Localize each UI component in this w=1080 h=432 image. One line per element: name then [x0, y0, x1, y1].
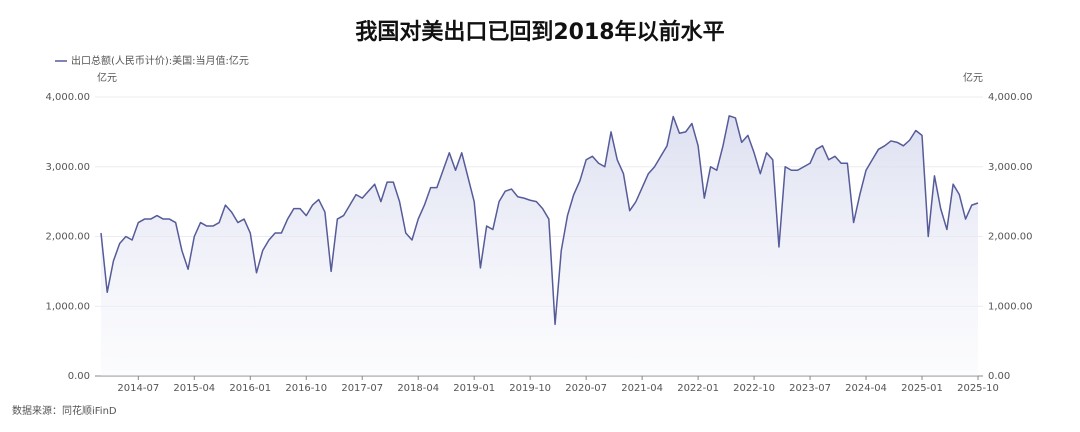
line	[100, 115, 979, 326]
x-tick-label: 2019-10	[509, 383, 551, 394]
y-tick-label: 1,000.00	[45, 301, 90, 312]
x-tick-label: 2018-04	[397, 383, 439, 394]
y2-tick-label: 1,000.00	[988, 301, 1033, 312]
x-tick-label: 2025-01	[901, 383, 943, 394]
area	[101, 115, 978, 376]
x-tick-label: 2015-04	[173, 383, 215, 394]
x-tick-label: 2019-01	[453, 383, 495, 394]
source-note: 数据来源：同花顺iFinD	[12, 404, 117, 417]
legend-label: 出口总额(人民币计价):美国:当月值:亿元	[71, 54, 249, 67]
x-tick-label: 2021-04	[621, 383, 663, 394]
x-tick-label: 2016-10	[285, 383, 327, 394]
x-tick-label: 2016-01	[229, 383, 271, 394]
y-tick-label: 3,000.00	[45, 162, 90, 173]
x-tick-label: 2022-01	[677, 383, 719, 394]
y-tick-label: 4,000.00	[45, 92, 90, 103]
y-unit: 亿元	[97, 71, 117, 84]
y2-tick-label: 3,000.00	[988, 162, 1033, 173]
x-tick-label: 2017-07	[341, 383, 383, 394]
y2-tick-label: 0.00	[988, 371, 1010, 382]
x-tick-label: 2014-07	[117, 383, 159, 394]
y2-tick-label: 2,000.00	[988, 232, 1033, 243]
x-tick-label: 2022-10	[733, 383, 775, 394]
y2-tick-label: 4,000.00	[988, 92, 1033, 103]
x-tick-label: 2024-04	[845, 383, 887, 394]
y2-unit: 亿元	[963, 71, 983, 84]
y-tick-label: 0.00	[68, 371, 90, 382]
x-tick-label: 2023-07	[789, 383, 831, 394]
y-tick-label: 2,000.00	[45, 232, 90, 243]
chart-title: 我国对美出口已回到2018年以前水平	[355, 19, 724, 45]
x-tick-label: 2025-10	[957, 383, 999, 394]
x-tick-label: 2020-07	[565, 383, 607, 394]
